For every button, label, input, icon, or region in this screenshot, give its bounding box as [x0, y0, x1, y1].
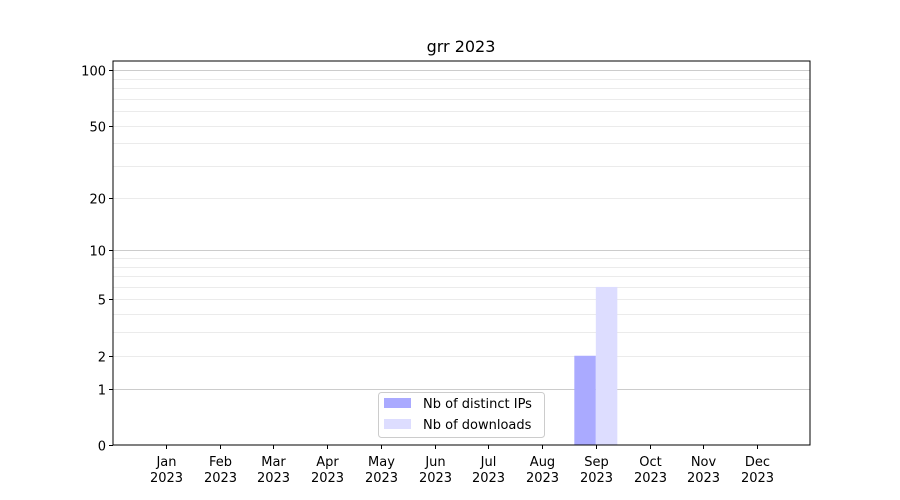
bar-downloads	[595, 286, 618, 445]
legend-label-downloads: Nb of downloads	[423, 418, 532, 433]
x-tick-label: 2023	[472, 471, 505, 486]
x-tick-label: 2023	[257, 471, 290, 486]
y-tick-label: 1	[98, 384, 106, 399]
x-tick-label: 2023	[204, 471, 237, 486]
x-tick-label: Feb	[209, 455, 232, 470]
x-tick-label: Jan	[155, 455, 176, 470]
legend-box	[378, 392, 545, 438]
x-tick-label: 2023	[526, 471, 559, 486]
x-tick-label: 2023	[687, 471, 720, 486]
x-tick-label: Mar	[261, 455, 286, 470]
x-tick-label: Aug	[530, 455, 555, 470]
legend: Nb of distinct IPs Nb of downloads	[378, 392, 545, 438]
y-tick-label: 5	[98, 294, 106, 309]
y-tick-label: 10	[89, 245, 106, 260]
x-tick-label: Apr	[316, 455, 339, 470]
x-tick-label: Oct	[639, 455, 661, 470]
legend-swatch-distinct-ips	[384, 398, 411, 408]
x-axis: Jan2023Feb2023Mar2023Apr2023May2023Jun20…	[150, 445, 774, 486]
x-tick-label: Sep	[584, 455, 609, 470]
bars	[574, 286, 618, 445]
x-tick-label: 2023	[150, 471, 183, 486]
chart-title: grr 2023	[427, 37, 496, 56]
y-tick-label: 2	[98, 351, 106, 366]
legend-swatch-downloads	[384, 419, 411, 429]
plot-frame	[112, 60, 811, 446]
x-tick-label: May	[368, 455, 395, 470]
bar-distinct-ips	[574, 355, 596, 445]
y-axis: 0 1 2 5 10 20 50 100	[81, 65, 113, 455]
x-tick-label: Dec	[745, 455, 770, 470]
x-tick-label: 2023	[419, 471, 452, 486]
y-tick-label: 0	[98, 440, 106, 455]
x-tick-label: Jul	[480, 455, 497, 470]
gridlines	[113, 70, 810, 390]
x-tick-label: 2023	[741, 471, 774, 486]
y-tick-label: 50	[89, 121, 106, 136]
x-tick-label: 2023	[580, 471, 613, 486]
y-tick-label: 100	[81, 65, 106, 80]
x-tick-label: Jun	[424, 455, 445, 470]
x-tick-label: 2023	[634, 471, 667, 486]
x-tick-label: Nov	[691, 455, 717, 470]
legend-label-distinct-ips: Nb of distinct IPs	[423, 397, 532, 412]
x-tick-label: 2023	[365, 471, 398, 486]
x-tick-label: 2023	[311, 471, 344, 486]
y-tick-label: 20	[89, 193, 106, 208]
